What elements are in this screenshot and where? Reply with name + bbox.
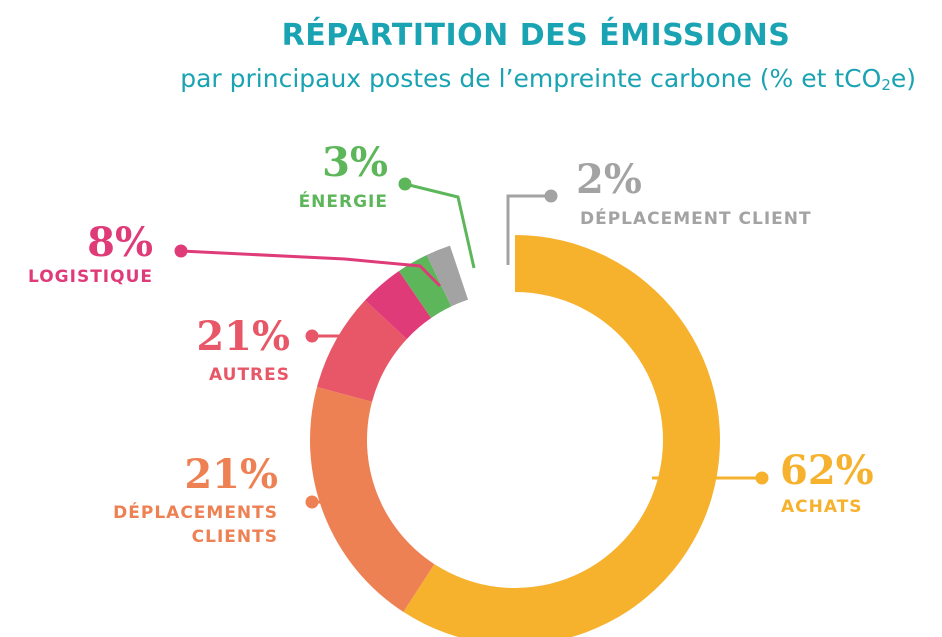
slice-deplacements-clients <box>310 386 435 612</box>
leader-dot-energie <box>398 177 412 191</box>
value-label-energie: 3% <box>322 139 388 186</box>
category-label-logistique: LOGISTIQUE <box>28 267 153 287</box>
value-label-deplacement-client: 2% <box>576 156 642 203</box>
value-label-logistique: 8% <box>87 219 153 266</box>
category-label-deplacements-clients-2: CLIENTS <box>192 527 278 547</box>
callout-energie: 3% ÉNERGIE <box>299 139 476 269</box>
leader-dot-achats <box>755 471 769 485</box>
value-label-achats: 62% <box>780 447 874 494</box>
slice-deplacement-client <box>426 245 469 307</box>
category-label-deplacements-clients-1: DÉPLACEMENTS <box>113 501 278 523</box>
subtitle-text: par principaux postes de l’empreinte car… <box>180 64 882 93</box>
value-label-autres: 21% <box>196 313 290 360</box>
callout-achats: 62% ACHATS <box>652 447 874 517</box>
leader-line-deplacement-client <box>506 194 551 265</box>
category-label-energie: ÉNERGIE <box>299 190 388 212</box>
leader-dot-deplacement-client <box>544 189 558 203</box>
callout-deplacements-clients: 21% DÉPLACEMENTS CLIENTS <box>113 451 358 547</box>
callout-autres: 21% AUTRES <box>196 313 382 385</box>
chart-title: RÉPARTITION DES ÉMISSIONS <box>281 18 791 53</box>
leader-line-logistique <box>180 249 442 288</box>
callout-logistique: 8%LOGISTIQUE <box>28 219 442 288</box>
slice-achats <box>403 235 721 637</box>
slice-logistique <box>365 271 432 340</box>
callouts: 62% ACHATS 21% DÉPLACEMENTS CLIENTS 21% AUTRES… <box>28 139 874 547</box>
slice-autres <box>316 300 407 402</box>
category-label-deplacement-client: DÉPLACEMENT CLIENT <box>580 207 812 229</box>
slice-energie <box>398 254 452 319</box>
donut-slices <box>310 235 721 637</box>
leader-dot-deplacements-clients <box>305 495 319 509</box>
category-label-achats: ACHATS <box>781 497 863 517</box>
callout-deplacement-client: 2% DÉPLACEMENT CLIENT <box>506 156 812 265</box>
subtitle-subscript: 2 <box>881 76 891 94</box>
subtitle-text-end: e) <box>890 64 916 93</box>
leader-dot-autres <box>305 329 319 343</box>
leader-dot-logistique <box>174 244 188 258</box>
category-label-autres: AUTRES <box>209 365 290 385</box>
chart-subtitle: par principaux postes de l’empreinte car… <box>180 64 916 93</box>
value-label-deplacements-clients: 21% <box>184 451 278 498</box>
leader-line-energie <box>404 182 476 269</box>
